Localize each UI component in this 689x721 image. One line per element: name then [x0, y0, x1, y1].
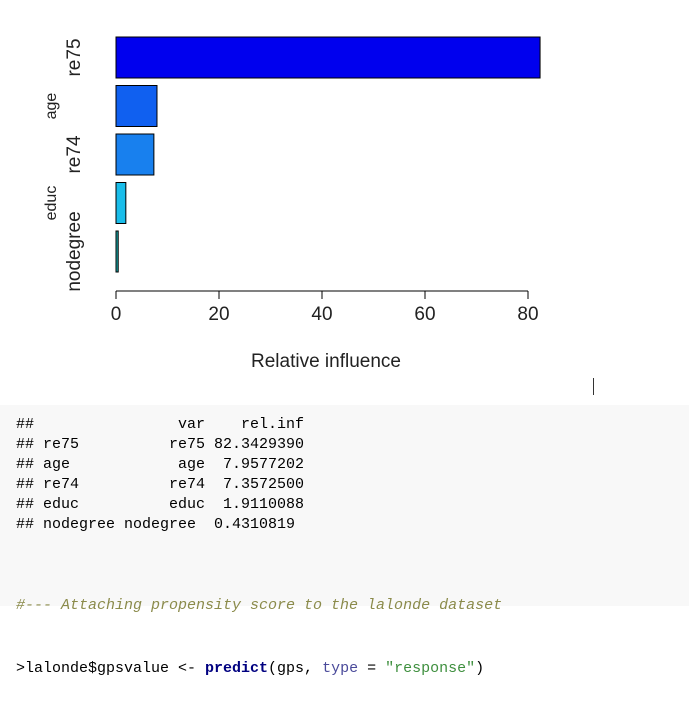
x-tick-label-40: 40	[311, 304, 332, 325]
code-arg-name: type	[322, 660, 359, 677]
category-label-educ: educ	[43, 186, 60, 221]
category-label-re74: re74	[64, 135, 85, 173]
x-tick-label-60: 60	[414, 304, 435, 325]
summary-line-re74: ## re74 re74 7.3572500	[16, 476, 305, 493]
code-function: predict	[205, 660, 269, 677]
summary-table: ## var rel.inf ## re75 re75 82.3429390 #…	[16, 415, 304, 535]
code-close: )	[475, 660, 485, 677]
bar-nodegree	[115, 230, 119, 273]
x-axis-title: Relative influence	[251, 351, 401, 372]
code-open: (gps,	[268, 660, 323, 677]
summary-line-header: ## var rel.inf	[16, 416, 305, 433]
bar-re75	[115, 36, 541, 79]
category-label-age: age	[43, 93, 60, 120]
text-cursor	[593, 378, 594, 395]
summary-line-re75: ## re75 re75 82.3429390	[16, 436, 305, 453]
code-block: #--- Attaching propensity score to the l…	[16, 553, 502, 721]
bar-re74	[115, 133, 155, 176]
code-string: "response"	[385, 660, 476, 677]
summary-line-age: ## age age 7.9577202	[16, 456, 305, 473]
summary-line-educ: ## educ educ 1.9110088	[16, 496, 305, 513]
code-line: >lalonde$gpsvalue <- predict(gps, type =…	[16, 658, 502, 679]
summary-line-nodegree: ## nodegree nodegree 0.4310819	[16, 516, 296, 533]
category-label-nodegree: nodegree	[64, 211, 85, 291]
bar-age	[115, 85, 158, 127]
code-eq: =	[358, 660, 386, 677]
x-tick-label-0: 0	[111, 304, 122, 325]
x-tick-label-20: 20	[208, 304, 229, 325]
x-tick-label-80: 80	[517, 304, 538, 325]
code-prefix: >lalonde$gpsvalue <-	[16, 660, 206, 677]
category-label-re75: re75	[64, 38, 85, 76]
bar-educ	[115, 182, 127, 224]
r-console-output: ## var rel.inf ## re75 re75 82.3429390 #…	[0, 405, 689, 677]
